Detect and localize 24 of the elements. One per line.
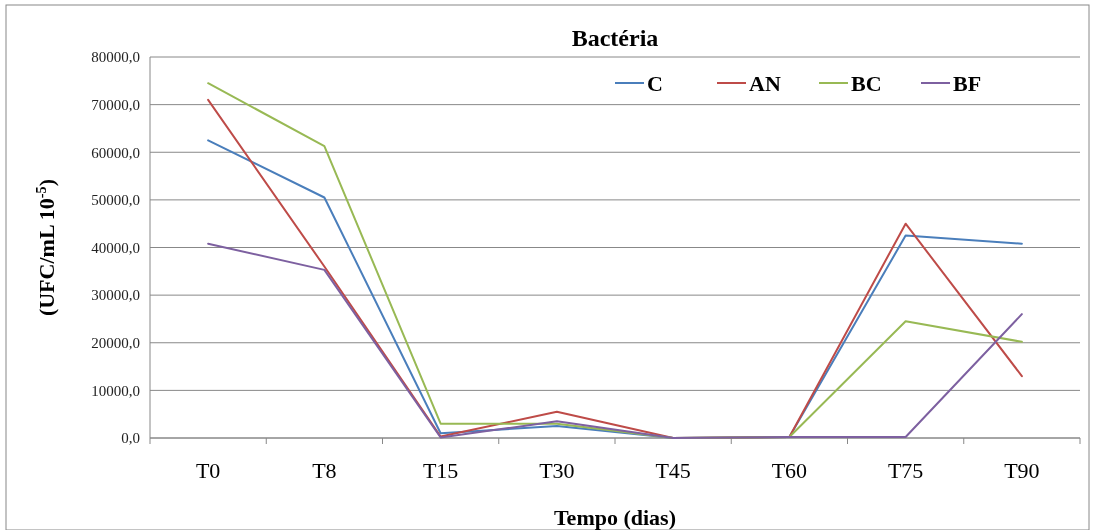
x-tick-label: T90 <box>1004 458 1040 483</box>
chart-title: Bactéria <box>571 25 659 51</box>
y-tick-label: 60000,0 <box>91 144 140 161</box>
y-tick-label: 30000,0 <box>91 287 140 304</box>
x-axis-title: Tempo (dias) <box>553 505 677 530</box>
y-tick-label: 80000,0 <box>91 49 140 66</box>
x-tick-label: T8 <box>312 458 337 483</box>
legend-label: BC <box>851 70 882 96</box>
x-tick-label: T60 <box>771 458 808 483</box>
y-tick-label: 70000,0 <box>91 96 140 113</box>
x-tick-label: T75 <box>887 458 924 483</box>
legend-label: C <box>647 70 663 96</box>
y-tick-label: 20000,0 <box>91 335 140 351</box>
line-series <box>207 242 1023 439</box>
x-tick-label: T30 <box>539 458 575 483</box>
x-tick-label: T45 <box>655 458 691 483</box>
y-tick-label: 10000,0 <box>91 382 140 399</box>
y-tick-label: 40000,0 <box>91 239 140 256</box>
y-tick-label: 50000,0 <box>91 192 140 209</box>
legend-label: AN <box>749 70 781 96</box>
legend-label: BF <box>953 70 982 96</box>
x-tick-label: T0 <box>195 458 221 483</box>
y-tick-label: 0,0 <box>121 430 140 447</box>
x-tick-label: T15 <box>422 458 459 483</box>
